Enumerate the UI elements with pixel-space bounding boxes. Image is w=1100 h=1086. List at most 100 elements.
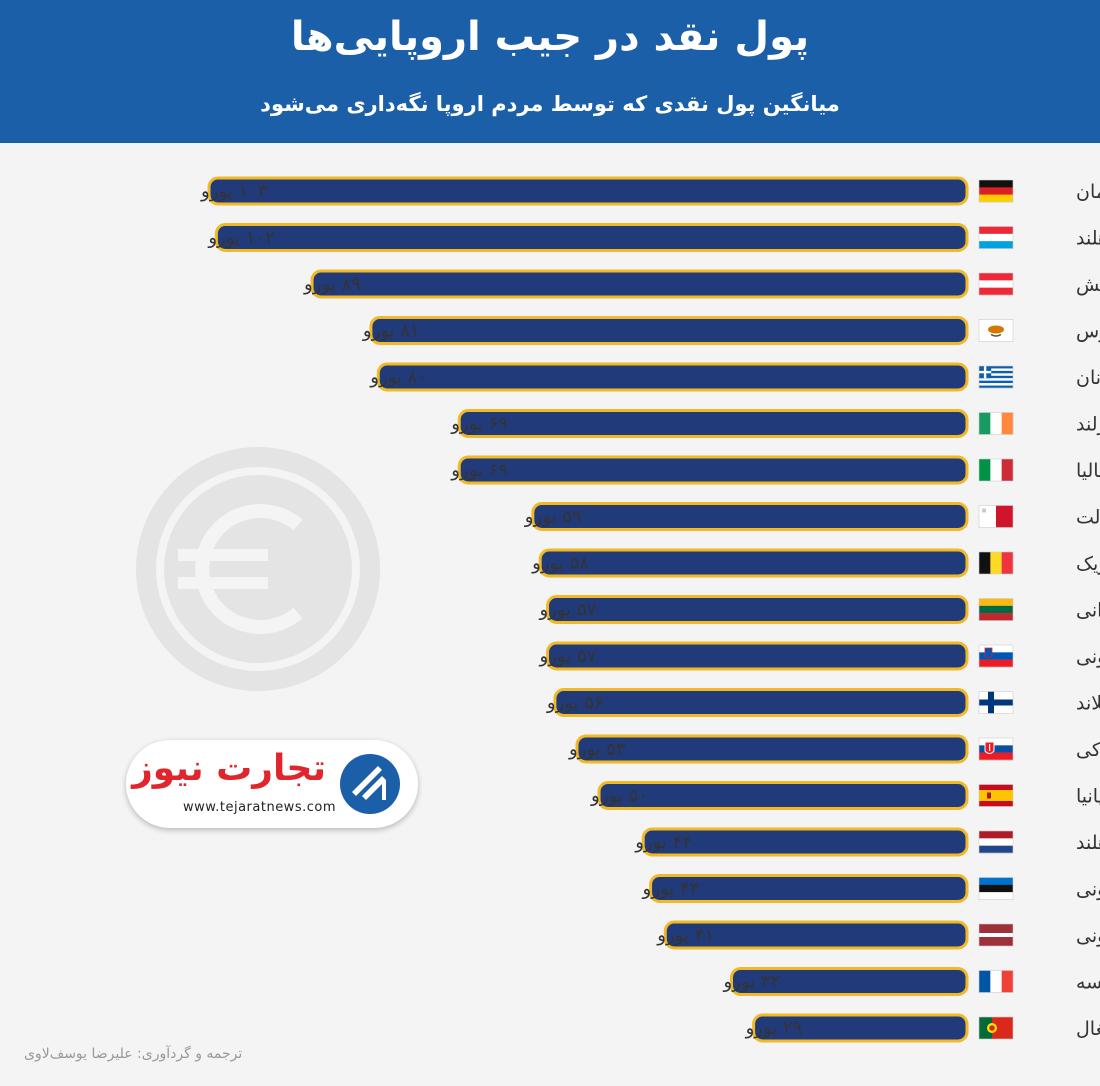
bar-row: ۱۰۲ یورو هلند — [207, 223, 1100, 252]
country-label: هلند — [1076, 832, 1100, 854]
value-label: ۴۴ یورو — [634, 832, 692, 853]
bar — [752, 1013, 969, 1043]
france-flag-icon — [978, 970, 1014, 993]
bar — [310, 269, 969, 299]
malta-flag-icon — [978, 505, 1014, 528]
bar-row: ۲۹ یورو پرتغال — [745, 1013, 1100, 1043]
country-label: بلژیک — [1076, 553, 1100, 575]
bar-row: ۸۰ یورو یونان — [369, 362, 1100, 392]
value-label: ۵۶ یورو — [546, 693, 604, 714]
bar — [649, 874, 969, 903]
bar — [214, 223, 969, 252]
country-label: یونان — [1076, 367, 1100, 389]
value-label: ۵۷ یورو — [539, 646, 597, 667]
country-label: ایتالیا — [1076, 460, 1100, 482]
value-label: ۵۷ یورو — [539, 600, 597, 621]
country-label: اسلوونی — [1076, 646, 1100, 668]
slovenia-flag-icon — [978, 644, 1014, 668]
header: پول نقد در جیب اروپایی‌ها میانگین پول نق… — [0, 0, 1100, 143]
lithuania-flag-icon — [978, 598, 1014, 621]
value-label: ۶۹ یورو — [450, 460, 508, 481]
logo-name: تجارت نیوز — [132, 748, 326, 789]
bar-row: ۶۹ یورو ایرلند — [450, 409, 1100, 438]
bar — [546, 641, 969, 671]
credit-text: ترجمه و گردآوری: علیرضا یوسف‌لاوی — [24, 1046, 243, 1062]
value-label: ۸۹ یورو — [303, 274, 361, 295]
bar-chart: ۱۰۳ یورو آلمان ۱۰۲ یورو هلند ۸۹ یورو اتریش ۸۱ … — [200, 176, 1100, 1043]
portugal-flag-icon — [978, 1016, 1014, 1040]
bar-row: ۵۷ یورو اسلوونی — [539, 641, 1100, 671]
cyprus-flag-icon — [978, 319, 1014, 342]
netherlands-flag-icon — [978, 830, 1014, 854]
bar — [538, 548, 969, 578]
country-label: فنلاند — [1076, 693, 1100, 715]
austria-flag-icon — [978, 272, 1014, 296]
bar-row: ۶۹ یورو ایتالیا — [450, 455, 1100, 485]
country-label: استوونی — [1076, 879, 1100, 901]
belgium-flag-icon — [978, 551, 1014, 575]
bar — [457, 455, 969, 485]
value-label: ۸۱ یورو — [362, 321, 420, 342]
bar-row: ۵۸ یورو بلژیک — [531, 548, 1100, 578]
country-label: مالت — [1076, 507, 1100, 529]
value-label: ۵۸ یورو — [531, 553, 589, 574]
ireland-flag-icon — [978, 412, 1014, 435]
country-label: لیتوانی — [1076, 600, 1100, 622]
chart-title: پول نقد در جیب اروپایی‌ها — [290, 14, 810, 60]
logo-url: www.tejaratnews.com — [183, 800, 336, 815]
bar-row: ۸۹ یورو اتریش — [303, 269, 1100, 299]
bar-row: ۸۱ یورو قبرس — [362, 316, 1100, 345]
greece-flag-icon — [978, 365, 1014, 389]
italy-flag-icon — [978, 458, 1014, 482]
bar — [546, 595, 969, 624]
bar — [663, 920, 969, 950]
finland-flag-icon — [978, 691, 1014, 714]
euro-icon — [136, 447, 380, 691]
tejaratnews-logo: تجارت نیوز www.tejaratnews.com — [126, 740, 418, 828]
country-label: قبرس — [1076, 321, 1100, 343]
country-label: لتونی — [1076, 925, 1100, 947]
bar-row: ۴۳ یورو استوونی — [642, 874, 1100, 903]
bar-row: ۵۶ یورو فنلاند — [546, 688, 1100, 717]
value-label: ۲۹ یورو — [745, 1018, 803, 1039]
country-label: اتریش — [1076, 274, 1100, 296]
bar — [553, 688, 969, 717]
value-label: ۴۱ یورو — [656, 925, 714, 946]
country-label: اسلواکی — [1076, 739, 1100, 761]
value-label: ۵۰ یورو — [590, 786, 648, 807]
bar — [369, 316, 969, 345]
bar — [575, 734, 969, 764]
country-label: آلمان — [1076, 179, 1100, 203]
bar-row: ۱۰۳ یورو آلمان — [200, 176, 1100, 206]
spain-flag-icon — [978, 784, 1014, 807]
bar-row: ۳۲ یورو فرانسه — [723, 967, 1100, 996]
value-label: ۸۰ یورو — [369, 367, 427, 388]
bar — [207, 176, 969, 206]
logo-mark-icon — [340, 754, 400, 814]
chart-subtitle: میانگین پول نقدی که توسط مردم اروپا نگه‌… — [260, 92, 840, 116]
country-label: فرانسه — [1076, 972, 1100, 994]
estonia-flag-icon — [978, 877, 1014, 900]
bar — [376, 362, 969, 392]
latvia-flag-icon — [978, 923, 1014, 947]
value-label: ۱۰۳ یورو — [200, 181, 268, 202]
bar — [597, 781, 969, 810]
bar — [531, 502, 969, 531]
value-label: ۶۹ یورو — [450, 414, 508, 435]
luxembourg-flag-icon — [978, 226, 1014, 249]
germany-flag-icon — [978, 179, 1014, 203]
bar-row: ۵۷ یورو لیتوانی — [539, 595, 1100, 624]
bar — [641, 827, 969, 857]
bar — [457, 409, 969, 438]
country-label: پرتغال — [1076, 1018, 1100, 1040]
bar-row: ۵۹ یورو مالت — [524, 502, 1100, 531]
bar — [730, 967, 969, 996]
bar-row: ۵۳ یورو اسلواکی — [568, 734, 1100, 764]
bar-row: ۴۱ یورو لتونی — [656, 920, 1100, 950]
value-label: ۵۳ یورو — [568, 739, 626, 760]
bar-row: ۵۰ یورو اسپانیا — [590, 781, 1100, 810]
value-label: ۳۲ یورو — [723, 972, 781, 993]
country-label: ایرلند — [1076, 414, 1100, 436]
country-label: اسپانیا — [1076, 786, 1100, 808]
country-label: هلند — [1076, 228, 1100, 250]
